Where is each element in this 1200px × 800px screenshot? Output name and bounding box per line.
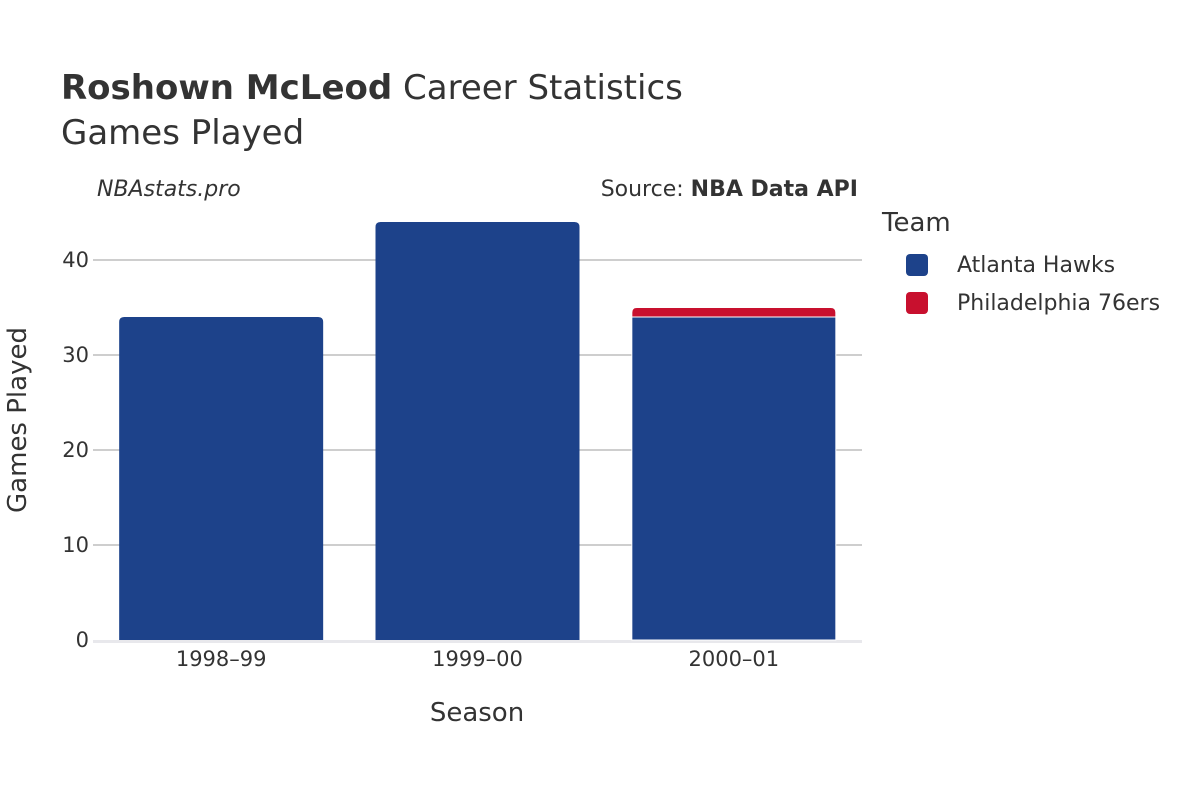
legend-label: Atlanta Hawks xyxy=(957,252,1116,278)
chart-title: Roshown McLeod Career Statistics xyxy=(61,66,683,111)
player-name: Roshown McLeod xyxy=(61,68,393,108)
x-tick-labels: 1998–99 1999–00 2000–01 xyxy=(176,647,779,671)
y-tick-labels: 0 10 20 30 40 xyxy=(62,248,89,652)
y-tick-label: 30 xyxy=(62,343,89,367)
source-credit: Source: NBA Data API xyxy=(601,177,858,202)
source-name: NBA Data API xyxy=(690,177,858,202)
y-tick-label: 40 xyxy=(62,248,89,272)
y-tick-label: 10 xyxy=(62,533,89,557)
bar-atlanta-hawks[interactable] xyxy=(375,222,580,640)
bar-philadelphia-76ers[interactable] xyxy=(631,307,837,318)
chart-subtitle: Games Played xyxy=(61,113,305,153)
legend: Team Atlanta Hawks Philadelphia 76ers xyxy=(882,208,1160,322)
legend-item-philadelphia-76ers[interactable]: Philadelphia 76ers xyxy=(882,284,1160,322)
watermark: NBAstats.pro xyxy=(97,177,241,202)
legend-swatch xyxy=(906,254,928,276)
bars xyxy=(119,222,837,641)
chart-title-block: Roshown McLeod Career Statistics Games P… xyxy=(61,66,683,156)
bar-atlanta-hawks[interactable] xyxy=(631,316,837,641)
legend-label: Philadelphia 76ers xyxy=(957,290,1161,316)
source-label: Source: xyxy=(600,177,691,202)
x-tick-label: 2000–01 xyxy=(688,647,779,671)
y-tick-label: 0 xyxy=(76,628,89,652)
x-tick-label: 1999–00 xyxy=(432,647,523,671)
x-tick-label: 1998–99 xyxy=(176,647,267,671)
y-axis-title: Games Played xyxy=(3,327,33,513)
legend-title: Team xyxy=(882,208,951,238)
legend-item-atlanta-hawks[interactable]: Atlanta Hawks xyxy=(882,246,1160,284)
y-tick-label: 20 xyxy=(62,438,89,462)
legend-swatch xyxy=(906,292,928,314)
x-axis-title: Season xyxy=(430,698,524,728)
bar-atlanta-hawks[interactable] xyxy=(119,317,324,640)
title-rest: Career Statistics xyxy=(403,68,683,108)
